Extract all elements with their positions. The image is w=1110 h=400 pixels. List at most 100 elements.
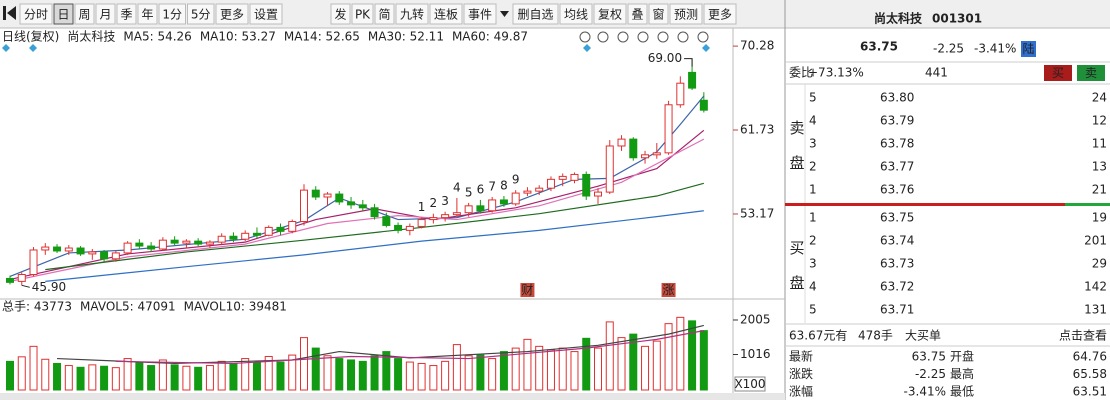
ma-line xyxy=(115,330,704,365)
toolbar-button[interactable] xyxy=(330,3,351,25)
sell-button[interactable] xyxy=(1077,65,1105,81)
toolbar-button[interactable] xyxy=(215,3,249,25)
toolbar-button[interactable] xyxy=(158,3,186,25)
candle-body xyxy=(111,252,120,260)
ma-line xyxy=(45,182,704,271)
volume-bar xyxy=(617,337,626,391)
tool-icon[interactable] xyxy=(579,31,591,43)
legend-entry: MA30: 52.11 xyxy=(368,30,444,44)
stat-label: 最高 xyxy=(950,366,974,381)
volume-bar xyxy=(452,344,461,391)
stat-label: 最低 xyxy=(950,385,974,399)
tool-icon[interactable] xyxy=(697,31,709,43)
volume-bar xyxy=(276,361,285,391)
volume-bar xyxy=(158,359,167,391)
stock-name: 尚太科技 xyxy=(874,11,923,26)
volume-bar xyxy=(429,365,438,391)
level-price: 63.73 xyxy=(880,257,914,271)
toolbar-label: 更多 xyxy=(220,8,244,22)
volume-bar xyxy=(652,340,661,391)
level-price: 63.72 xyxy=(880,280,914,294)
toolbar-button[interactable] xyxy=(703,3,737,25)
toolbar-button[interactable] xyxy=(74,3,95,25)
toolbar-button[interactable] xyxy=(463,3,497,25)
candle-body xyxy=(276,226,285,232)
chart-subtitle: 尚太科技 xyxy=(67,29,115,44)
toolbar-button[interactable] xyxy=(395,3,429,25)
volume-bar xyxy=(252,362,261,391)
legend-entry: MAVOL5: 47091 xyxy=(80,300,176,314)
level-price: 63.78 xyxy=(880,137,914,151)
toolbar-button[interactable] xyxy=(249,3,283,25)
candle-body xyxy=(53,246,62,252)
tool-icon[interactable] xyxy=(617,31,629,43)
event-badge[interactable] xyxy=(520,283,535,297)
tool-icon[interactable] xyxy=(637,31,649,43)
toolbar-button[interactable] xyxy=(351,3,374,25)
toolbar-button[interactable] xyxy=(374,3,395,25)
toolbar-label: 删自选 xyxy=(517,8,553,22)
big-order: 大买单 xyxy=(905,329,941,343)
volume-bar xyxy=(53,362,62,391)
volume-bar xyxy=(488,358,497,391)
volume-bar xyxy=(100,365,109,391)
toolbar-button[interactable] xyxy=(593,3,627,25)
toolbar-button[interactable] xyxy=(137,3,158,25)
level-price: 63.80 xyxy=(880,91,914,105)
buy-side-label: 买盘 xyxy=(788,240,806,310)
toolbar-button[interactable] xyxy=(19,3,53,25)
toolbar-button[interactable] xyxy=(187,3,215,25)
event-badge[interactable] xyxy=(661,283,676,297)
level-volume: 12 xyxy=(1092,114,1107,128)
volume-bar xyxy=(194,366,203,391)
level: 3 xyxy=(809,257,817,271)
volume-bar xyxy=(88,364,97,391)
candle-body xyxy=(394,224,403,231)
last-price: 63.75 xyxy=(860,40,898,54)
candle-body xyxy=(664,104,673,154)
change-pct: -3.41% xyxy=(974,42,1016,56)
tool-icon[interactable] xyxy=(657,31,669,43)
toolbar-button[interactable] xyxy=(559,3,593,25)
y-tick-label: 1016 xyxy=(740,347,771,361)
toolbar-button[interactable] xyxy=(116,3,137,25)
toolbar-button[interactable] xyxy=(95,3,116,25)
tool-icon[interactable] xyxy=(677,31,689,43)
volume-bar xyxy=(135,362,144,391)
volume-bar xyxy=(464,355,473,391)
td-count: 6 xyxy=(477,182,485,196)
level-volume: 24 xyxy=(1092,91,1107,105)
level-volume: 142 xyxy=(1084,280,1107,294)
tool-icon[interactable] xyxy=(597,31,609,43)
candle-body xyxy=(558,175,567,180)
toolbar-button[interactable] xyxy=(512,3,559,25)
toolbar-button[interactable] xyxy=(669,3,703,25)
candle-body xyxy=(88,251,97,255)
candle-body xyxy=(170,239,179,244)
dropdown-icon[interactable] xyxy=(500,11,509,17)
toolbar-button[interactable] xyxy=(53,3,74,25)
volume-bar xyxy=(605,321,614,391)
buy-button[interactable] xyxy=(1044,65,1072,81)
volume-bar xyxy=(699,330,708,391)
volume-bar xyxy=(688,320,697,391)
big-order[interactable]: 点击查看 xyxy=(1059,329,1107,343)
toolbar-label: 九转 xyxy=(400,7,424,22)
volume-bar xyxy=(205,365,214,391)
change: -2.25 xyxy=(933,42,964,56)
toolbar-label: 连板 xyxy=(434,7,458,22)
toolbar-label: 发 xyxy=(334,7,346,22)
toolbar-button[interactable] xyxy=(429,3,463,25)
bottom-tabs xyxy=(0,393,785,400)
big-order: 478手 xyxy=(858,329,893,343)
collapse-icon[interactable] xyxy=(3,6,16,20)
td-count: 4 xyxy=(453,180,461,194)
level: 5 xyxy=(809,91,817,105)
unit-box xyxy=(734,376,766,392)
volume-bar xyxy=(676,316,685,391)
stat-label: 开盘 xyxy=(950,349,974,364)
toolbar-button[interactable] xyxy=(648,3,669,25)
toolbar-button[interactable] xyxy=(627,3,648,25)
volume-bar xyxy=(229,362,238,391)
toolbar-label: 更多 xyxy=(708,8,732,22)
